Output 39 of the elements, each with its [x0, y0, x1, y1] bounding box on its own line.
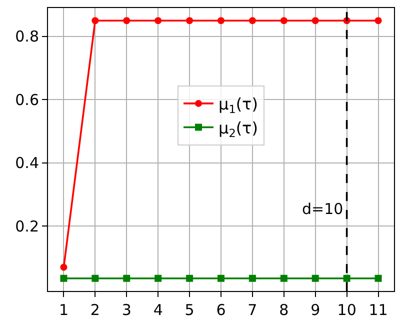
point [92, 274, 99, 282]
x-tick-label: 2 [90, 301, 100, 319]
point [60, 274, 68, 282]
point [218, 17, 224, 24]
point [248, 17, 256, 24]
point [343, 274, 350, 282]
y-tick-label: 0.2 [15, 217, 39, 236]
x-tick-label: 5 [184, 301, 194, 319]
x-tick-label: 10 [337, 301, 356, 319]
y-tick-label: 0.6 [15, 90, 39, 109]
point [248, 274, 256, 282]
point [280, 17, 288, 24]
x-tick-label: 1 [58, 301, 69, 319]
point [154, 17, 162, 24]
point [280, 274, 288, 282]
legend-label: μ$_{1}$(τ) [218, 94, 258, 116]
point [312, 274, 319, 282]
x-tick-label: 6 [216, 301, 226, 319]
point [92, 17, 99, 24]
x-tick-label: 3 [122, 301, 132, 319]
x-tick-label: 7 [248, 301, 258, 319]
point [186, 274, 194, 282]
x-tick-label: 9 [310, 301, 320, 319]
point [312, 17, 319, 24]
x-tick-label: 11 [368, 301, 388, 319]
y-tick-label: 0.8 [15, 28, 39, 46]
x-tick-label: 4 [153, 301, 163, 319]
point [218, 274, 224, 282]
point [123, 274, 130, 282]
point [374, 274, 382, 282]
point [186, 17, 194, 24]
point [123, 17, 130, 24]
point [374, 17, 382, 24]
point [60, 264, 68, 271]
ref-line-label: d=10 [302, 200, 344, 218]
x-tick-label: 8 [279, 301, 289, 319]
point [154, 274, 162, 282]
legend-label: μ$_{2}$(τ) [218, 118, 258, 140]
y-tick-label: 0.4 [15, 154, 39, 172]
